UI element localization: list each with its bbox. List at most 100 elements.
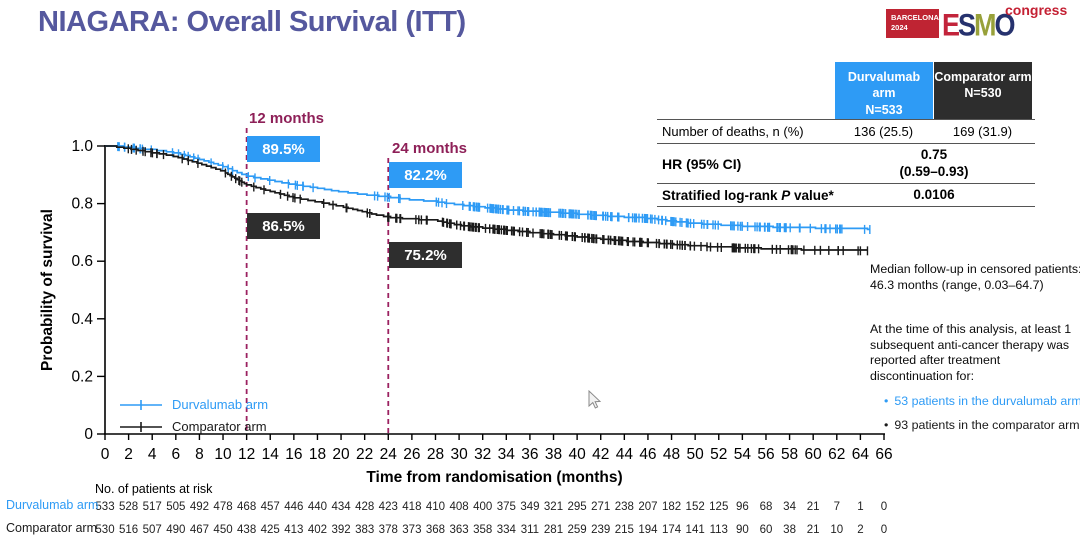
svg-text:528: 528 — [119, 501, 138, 513]
svg-text:90: 90 — [736, 524, 749, 536]
svg-text:468: 468 — [237, 501, 256, 513]
mouse-cursor-icon — [588, 390, 602, 409]
svg-text:467: 467 — [190, 524, 209, 536]
esmo-letter: S — [958, 7, 976, 43]
svg-text:2: 2 — [124, 446, 133, 463]
esmo-congress-logo: BARCELONA 2024 ESMO congress — [886, 2, 1067, 44]
svg-text:21: 21 — [807, 501, 820, 513]
svg-text:18: 18 — [309, 446, 326, 463]
svg-text:64: 64 — [852, 446, 870, 463]
milestone-12-comparator-value: 86.5% — [247, 213, 320, 239]
svg-text:418: 418 — [402, 501, 421, 513]
svg-text:373: 373 — [402, 524, 421, 536]
header-comparator-cell: Comparator arm N=530 — [934, 62, 1032, 119]
pvalue-value: 0.0106 — [913, 186, 955, 202]
svg-text:0: 0 — [881, 524, 887, 536]
svg-text:46: 46 — [639, 446, 656, 463]
at-risk-label-durvalumab: Durvalumab arm — [6, 498, 99, 512]
barcelona-2024-badge: BARCELONA 2024 — [886, 9, 939, 38]
badge-venue: BARCELONA — [891, 13, 939, 22]
header-comparator-n: N=530 — [964, 86, 1002, 101]
svg-text:311: 311 — [521, 524, 539, 536]
svg-text:16: 16 — [285, 446, 302, 463]
svg-text:413: 413 — [284, 524, 303, 536]
analysis-line-3: reported after treatment — [870, 353, 1001, 368]
svg-text:42: 42 — [592, 446, 609, 463]
svg-text:238: 238 — [615, 501, 634, 513]
svg-text:321: 321 — [544, 501, 563, 513]
esmo-letter: E — [942, 7, 960, 43]
svg-text:207: 207 — [638, 501, 657, 513]
svg-text:1.0: 1.0 — [71, 138, 93, 155]
esmo-wordmark: ESMO — [942, 7, 1016, 44]
svg-text:38: 38 — [783, 524, 796, 536]
svg-text:36: 36 — [521, 446, 538, 463]
svg-text:54: 54 — [734, 446, 752, 463]
header-durvalumab-arm: Durvalumab arm — [847, 70, 921, 101]
svg-text:530: 530 — [95, 524, 114, 536]
svg-text:40: 40 — [568, 446, 586, 463]
svg-text:0: 0 — [881, 501, 887, 513]
svg-text:32: 32 — [474, 446, 491, 463]
svg-text:56: 56 — [757, 446, 774, 463]
svg-text:423: 423 — [379, 501, 398, 513]
analysis-line-2: subsequent anti-cancer therapy was — [870, 337, 1070, 352]
subsequent-therapy-note: At the time of this analysis, at least 1… — [870, 322, 1080, 434]
svg-text:66: 66 — [875, 446, 892, 463]
svg-text:10: 10 — [214, 446, 232, 463]
svg-text:34: 34 — [783, 501, 796, 513]
svg-text:215: 215 — [615, 524, 634, 536]
milestone-12-label: 12 months — [249, 110, 325, 127]
svg-text:438: 438 — [237, 524, 256, 536]
svg-text:48: 48 — [663, 446, 680, 463]
at-risk-header: No. of patients at risk — [95, 482, 213, 496]
followup-note: Median follow-up in censored patients: 4… — [870, 262, 1080, 293]
hr-point-estimate: 0.75 — [920, 146, 948, 162]
svg-text:2: 2 — [857, 524, 863, 536]
deaths-label: Number of deaths, n (%) — [662, 124, 804, 139]
svg-text:152: 152 — [686, 501, 705, 513]
deaths-row: Number of deaths, n (%) 136 (25.5) 169 (… — [657, 119, 1035, 143]
hr-label: HR (95% CI) — [662, 155, 742, 172]
svg-text:0.8: 0.8 — [71, 196, 93, 213]
svg-text:1: 1 — [857, 501, 863, 513]
svg-text:450: 450 — [213, 524, 232, 536]
svg-text:44: 44 — [616, 446, 634, 463]
svg-text:259: 259 — [568, 524, 587, 536]
svg-text:7: 7 — [834, 501, 840, 513]
svg-text:533: 533 — [95, 501, 114, 513]
milestone-12-durvalumab-value: 89.5% — [247, 136, 320, 162]
bullet-durvalumab-text: 53 patients in the durvalumab arm — [894, 393, 1080, 408]
legend: Durvalumab arm Comparator arm — [118, 394, 268, 437]
svg-text:505: 505 — [166, 501, 185, 513]
svg-text:271: 271 — [591, 501, 610, 513]
pvalue-row: Stratified log-rank P value* 0.0106 — [657, 183, 1035, 207]
legend-label-durvalumab: Durvalumab arm — [172, 397, 269, 412]
comparator-line-marker-icon — [120, 421, 162, 432]
svg-text:62: 62 — [828, 446, 845, 463]
hr-row: HR (95% CI) 0.75 (0.59–0.93) — [657, 143, 1035, 183]
svg-text:368: 368 — [426, 524, 445, 536]
svg-text:440: 440 — [308, 501, 327, 513]
svg-text:34: 34 — [498, 446, 516, 463]
milestone-24-label: 24 months — [392, 140, 468, 157]
svg-text:20: 20 — [332, 446, 350, 463]
svg-text:457: 457 — [261, 501, 280, 513]
analysis-line-4: discontinuation for: — [870, 368, 975, 383]
svg-text:30: 30 — [450, 446, 468, 463]
svg-text:6: 6 — [172, 446, 181, 463]
svg-text:22: 22 — [356, 446, 373, 463]
analysis-line-1: At the time of this analysis, at least 1 — [870, 322, 1072, 336]
svg-text:10: 10 — [830, 524, 843, 536]
svg-text:239: 239 — [591, 524, 610, 536]
svg-text:8: 8 — [195, 446, 204, 463]
svg-text:517: 517 — [143, 501, 162, 513]
legend-item-durvalumab: Durvalumab arm — [118, 394, 268, 415]
at-risk-label-comparator: Comparator arm — [6, 521, 97, 535]
svg-text:378: 378 — [379, 524, 398, 536]
svg-text:428: 428 — [355, 501, 374, 513]
svg-text:434: 434 — [331, 501, 351, 513]
svg-text:14: 14 — [262, 446, 280, 463]
